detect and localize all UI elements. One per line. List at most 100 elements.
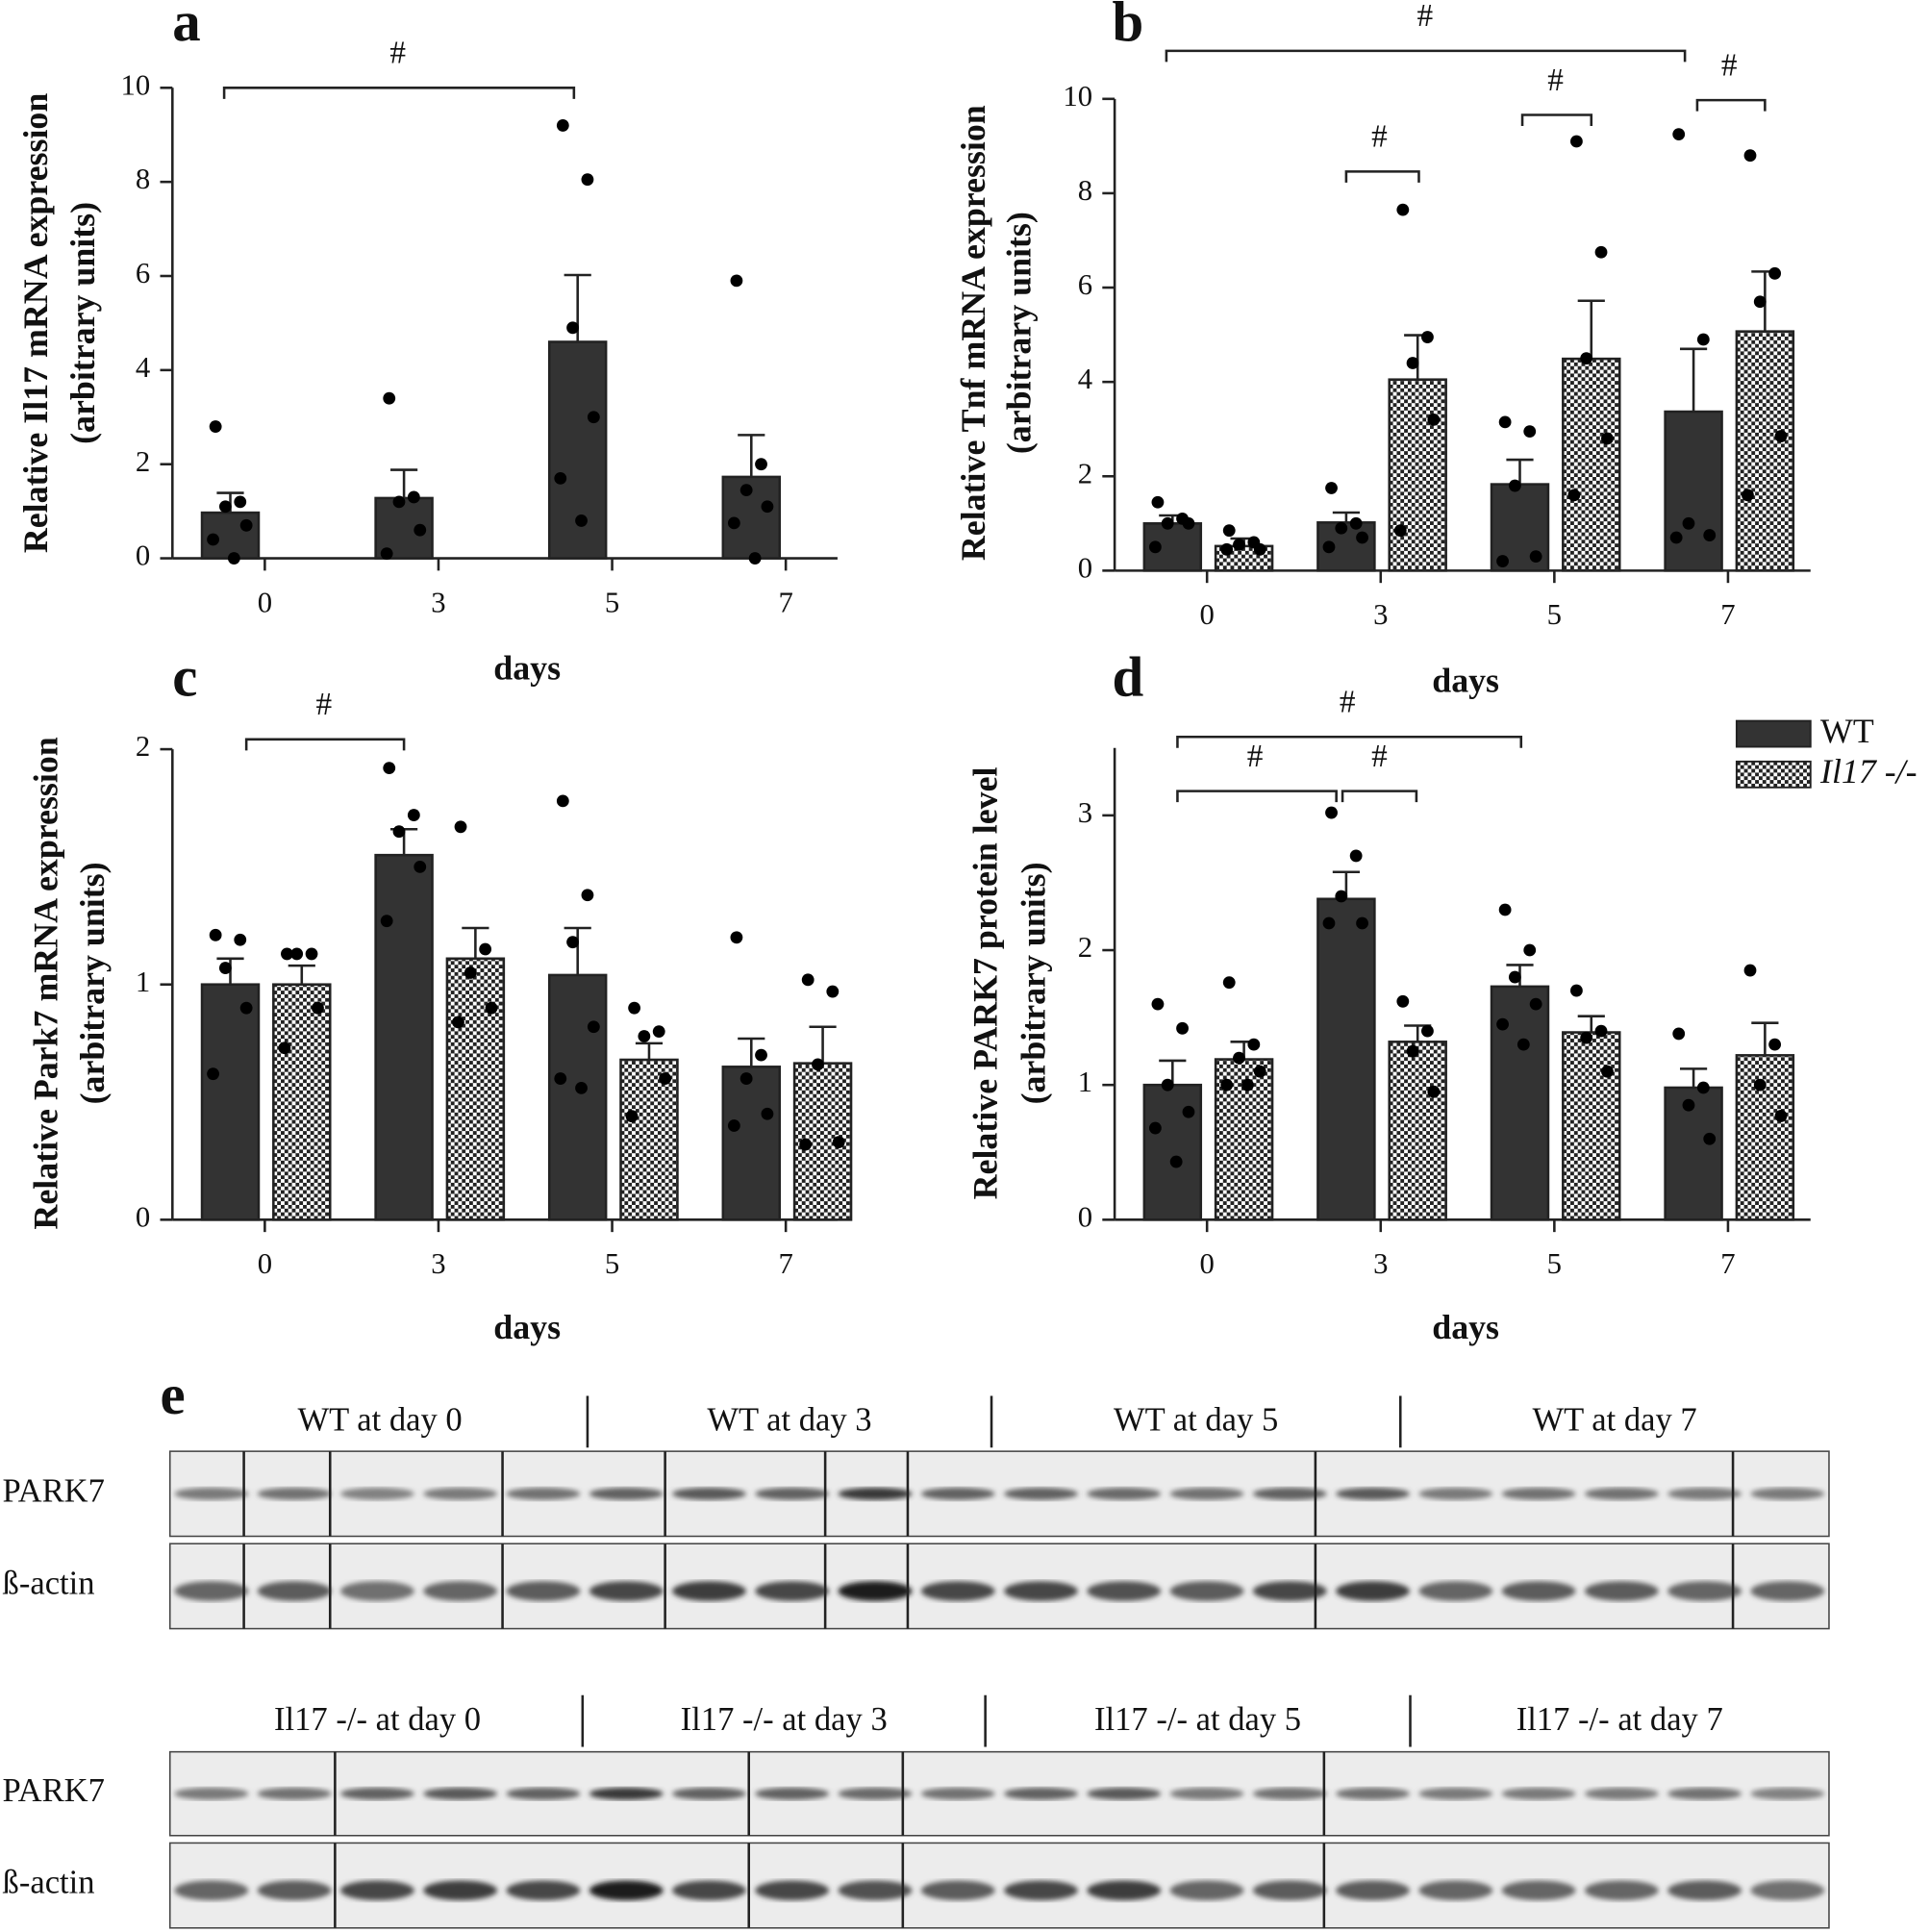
blot-row-label: ß-actin — [3, 1865, 95, 1901]
blot-band — [838, 1880, 913, 1900]
blot-strip — [168, 1543, 1830, 1630]
bar — [1316, 897, 1376, 1221]
blot-band — [506, 1880, 581, 1900]
data-point — [383, 391, 396, 405]
x-tick-label: 3 — [431, 1247, 445, 1280]
significance-bracket — [1344, 170, 1420, 183]
y-tick-label: 0 — [1078, 1200, 1092, 1233]
data-point — [739, 1072, 753, 1085]
data-point — [812, 1058, 824, 1071]
data-point — [1753, 295, 1767, 309]
blot-band — [1584, 1880, 1659, 1900]
data-point — [566, 321, 579, 335]
x-tick-label: 3 — [431, 586, 445, 618]
y-tick-label: 10 — [121, 68, 151, 101]
x-tick-label: 0 — [1199, 1247, 1214, 1280]
blot-group-title: WT at day 7 — [1532, 1402, 1696, 1439]
data-point — [1703, 529, 1717, 541]
significance-label: # — [389, 36, 406, 71]
blot-band — [1750, 1787, 1825, 1800]
blot-band — [1584, 1581, 1659, 1601]
blot-strip — [168, 1842, 1830, 1929]
data-point — [1161, 516, 1174, 530]
y-axis-label: Relative PARK7 protein level — [966, 766, 1005, 1199]
blot-band — [174, 1581, 249, 1601]
data-point — [761, 500, 774, 514]
data-point — [1498, 415, 1512, 429]
x-tick-label: 5 — [605, 1247, 619, 1280]
data-point — [1325, 806, 1338, 819]
data-point — [392, 495, 406, 509]
data-point — [730, 931, 743, 944]
bar — [1664, 410, 1723, 572]
blot-group-title: WT at day 3 — [707, 1402, 871, 1439]
x-tick-label: 7 — [778, 1247, 792, 1280]
data-point — [380, 547, 393, 561]
data-point — [554, 471, 567, 485]
blot-band — [257, 1787, 332, 1800]
blot-group-title: Il17 -/- at day 3 — [681, 1701, 888, 1738]
blot-band — [920, 1787, 995, 1800]
data-point — [575, 1081, 588, 1094]
blot-band — [755, 1581, 830, 1601]
data-point — [383, 762, 396, 775]
blot-band — [1750, 1581, 1825, 1601]
y-tick-label: 6 — [136, 257, 150, 289]
y-tick-label: 1 — [136, 966, 150, 998]
blot-band — [1418, 1880, 1493, 1900]
blot-band — [589, 1581, 664, 1601]
blot-band — [1336, 1880, 1410, 1900]
x-tick-label: 5 — [1547, 598, 1562, 631]
blot-band — [1501, 1487, 1576, 1500]
data-point — [1427, 413, 1441, 426]
data-point — [1349, 516, 1363, 530]
x-tick-label: 0 — [258, 1247, 272, 1280]
x-tick-label: 7 — [1720, 598, 1735, 631]
bar — [374, 853, 434, 1221]
data-point — [1703, 1132, 1717, 1145]
x-tick-label: 3 — [1373, 1247, 1388, 1280]
bar-chart: d Relative PARK7 protein level (arbitrary … — [966, 645, 1917, 1345]
blot-strip — [168, 1750, 1830, 1837]
data-point — [587, 411, 600, 424]
data-point — [1161, 1078, 1174, 1091]
data-point — [1222, 524, 1236, 538]
x-tick-label: 5 — [605, 586, 619, 618]
bar — [547, 340, 608, 560]
blot-band — [1169, 1787, 1244, 1800]
blot-band — [339, 1487, 414, 1500]
data-point — [755, 1048, 767, 1062]
blot-band — [257, 1487, 332, 1500]
data-point — [218, 500, 232, 514]
data-point — [464, 966, 477, 979]
y-axis-label: (arbitrary units) — [73, 862, 112, 1104]
data-point — [554, 1072, 567, 1085]
data-point — [407, 490, 420, 504]
blot-band — [1667, 1487, 1742, 1500]
significance-bracket — [1341, 790, 1418, 803]
bar — [1735, 1054, 1795, 1221]
blot-band — [1667, 1880, 1742, 1900]
western-blot: e WT at day 0 WT at day 3 WT at day 5 WT at … — [3, 1364, 1830, 1929]
blot-band — [1584, 1787, 1659, 1800]
data-point — [1151, 495, 1165, 509]
y-tick-label: 0 — [1078, 551, 1092, 584]
data-point — [239, 1001, 253, 1015]
blot-band — [755, 1487, 830, 1500]
data-point — [1742, 489, 1754, 502]
blot-band — [672, 1487, 746, 1500]
y-tick-label: 0 — [136, 1200, 150, 1233]
x-axis-label: days — [1432, 1308, 1499, 1346]
panel-label: a — [172, 0, 200, 53]
panel-label: d — [1113, 645, 1144, 708]
significance-label: # — [1721, 47, 1738, 83]
data-point — [1182, 1105, 1195, 1118]
panel-label: b — [1113, 0, 1144, 53]
data-point — [234, 933, 247, 946]
blot-band — [506, 1787, 581, 1800]
blot-band — [1169, 1487, 1244, 1500]
blot-band — [1087, 1880, 1162, 1900]
data-point — [234, 495, 247, 509]
data-point — [587, 1020, 600, 1034]
